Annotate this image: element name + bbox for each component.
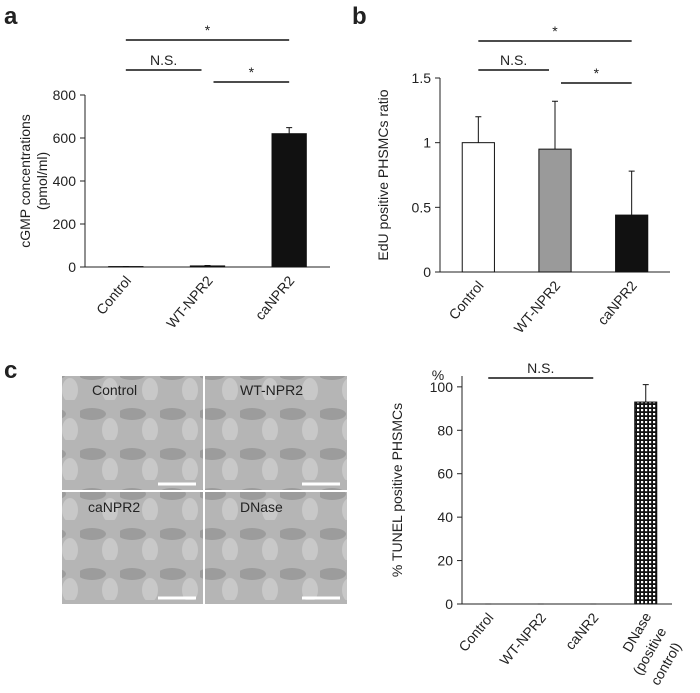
micrograph-label: Control xyxy=(92,382,137,398)
micrograph-label: DNase xyxy=(240,499,283,515)
y-axis-label: % TUNEL positive PHSMCs xyxy=(389,403,405,577)
x-tick-label: Control xyxy=(93,273,134,318)
y-tick-label: 400 xyxy=(53,173,77,189)
bar xyxy=(539,149,571,272)
x-tick-label: WT-NPR2 xyxy=(163,272,216,331)
significance-label: N.S. xyxy=(500,52,527,68)
panel-label: c xyxy=(4,357,17,384)
y-tick-label: 0 xyxy=(68,259,76,275)
bar xyxy=(190,266,224,267)
y-axis-label: cGMP concentrations xyxy=(17,114,33,248)
micrograph-label: caNPR2 xyxy=(88,499,140,515)
error-bar xyxy=(475,117,481,143)
y-tick-label: 200 xyxy=(53,216,77,232)
significance-label: * xyxy=(205,22,211,38)
micrograph-label: WT-NPR2 xyxy=(240,382,303,398)
y-tick-label: 60 xyxy=(437,466,453,482)
significance-label: * xyxy=(552,23,558,39)
x-tick-label: caNPR2 xyxy=(594,277,640,327)
y-tick-label: 0 xyxy=(423,264,431,280)
significance-label: N.S. xyxy=(527,360,554,376)
bar xyxy=(635,402,657,604)
x-tick-label: WT-NPR2 xyxy=(511,277,564,336)
y-tick-label: 1 xyxy=(423,135,431,151)
x-tick-label: WT-NPR2 xyxy=(496,609,549,668)
significance-label: * xyxy=(249,64,255,80)
y-tick-label: 40 xyxy=(437,509,453,525)
bar xyxy=(272,134,306,267)
y-tick-label: 800 xyxy=(53,87,77,103)
y-tick-label: 600 xyxy=(53,130,77,146)
error-bar xyxy=(286,128,292,134)
panel-label: b xyxy=(352,3,367,30)
significance-label: * xyxy=(594,65,600,81)
error-bar xyxy=(552,101,558,149)
significance-label: N.S. xyxy=(150,52,177,68)
micrograph-grid: Control WT-NPR2 caNPR2 DNase xyxy=(62,376,347,604)
bar xyxy=(462,143,494,272)
unit-label: % xyxy=(432,367,444,383)
y-tick-label: 1.5 xyxy=(412,70,432,86)
error-bar xyxy=(643,385,649,402)
y-axis-label: (pmol/ml) xyxy=(34,152,50,210)
y-tick-label: 0 xyxy=(445,596,453,612)
x-tick-label: Control xyxy=(455,610,496,655)
y-tick-label: 80 xyxy=(437,422,453,438)
x-tick-label: caNPR2 xyxy=(252,272,298,322)
panel-label: a xyxy=(4,3,18,30)
y-tick-label: 0.5 xyxy=(412,199,432,215)
y-tick-label: 20 xyxy=(437,553,453,569)
y-axis-label: EdU positive PHSMCs ratio xyxy=(375,89,391,260)
error-bar xyxy=(629,171,635,215)
bar xyxy=(616,215,648,272)
x-tick-label: Control xyxy=(445,278,486,323)
x-tick-label: caNR2 xyxy=(562,609,602,652)
